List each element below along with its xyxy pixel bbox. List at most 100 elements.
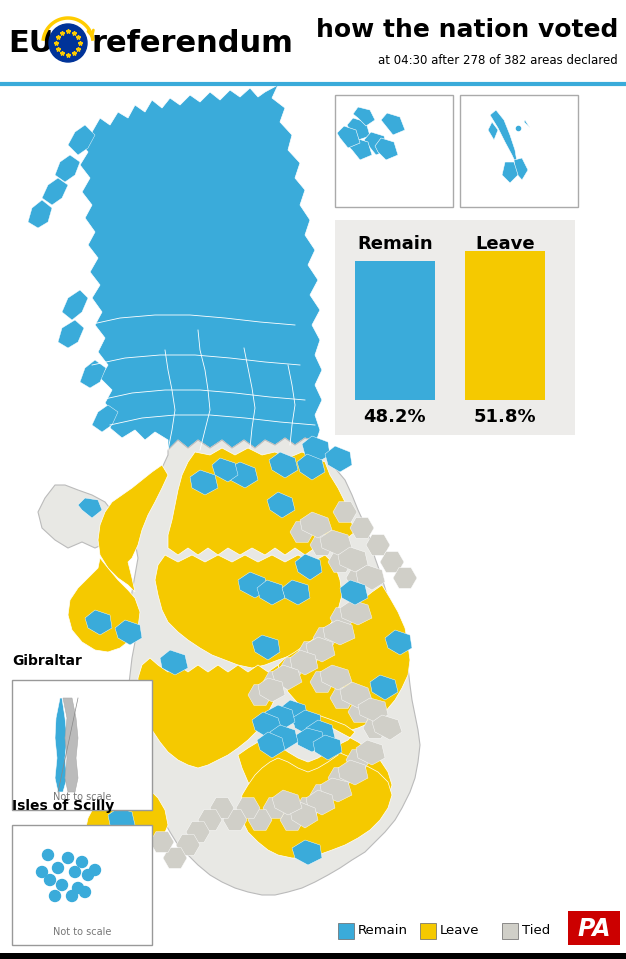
- Polygon shape: [290, 522, 314, 543]
- Polygon shape: [296, 798, 320, 818]
- Polygon shape: [524, 120, 530, 128]
- Circle shape: [80, 886, 91, 898]
- Polygon shape: [78, 498, 102, 518]
- Polygon shape: [385, 630, 412, 655]
- Polygon shape: [280, 700, 308, 725]
- Polygon shape: [210, 798, 234, 818]
- Polygon shape: [258, 678, 285, 702]
- Circle shape: [56, 879, 68, 891]
- Polygon shape: [514, 158, 528, 180]
- Circle shape: [43, 850, 53, 860]
- Polygon shape: [38, 485, 118, 548]
- Text: Remain: Remain: [358, 924, 408, 938]
- Polygon shape: [163, 848, 187, 869]
- Polygon shape: [150, 831, 174, 853]
- Polygon shape: [290, 650, 318, 675]
- Polygon shape: [292, 840, 322, 865]
- Polygon shape: [278, 585, 410, 732]
- Polygon shape: [490, 110, 518, 168]
- Polygon shape: [240, 752, 392, 858]
- Bar: [12, 680, 152, 810]
- Polygon shape: [257, 732, 285, 758]
- Text: Leave: Leave: [440, 924, 480, 938]
- Polygon shape: [325, 446, 352, 472]
- Bar: [0, 0, 626, 84]
- Circle shape: [76, 856, 88, 868]
- Polygon shape: [306, 720, 335, 745]
- Polygon shape: [55, 155, 80, 182]
- Polygon shape: [176, 834, 200, 855]
- Polygon shape: [198, 809, 222, 830]
- Polygon shape: [85, 610, 112, 635]
- Bar: [0, 953, 626, 959]
- Polygon shape: [267, 492, 295, 518]
- Polygon shape: [306, 637, 335, 662]
- Bar: [335, 95, 453, 207]
- Polygon shape: [488, 122, 498, 140]
- Polygon shape: [252, 712, 282, 738]
- Polygon shape: [68, 558, 140, 652]
- Polygon shape: [290, 802, 318, 828]
- Polygon shape: [115, 620, 142, 645]
- Polygon shape: [58, 320, 84, 348]
- Polygon shape: [128, 438, 420, 895]
- Polygon shape: [272, 665, 302, 690]
- Bar: [460, 95, 578, 207]
- Circle shape: [49, 891, 61, 901]
- Polygon shape: [337, 126, 360, 148]
- Polygon shape: [248, 685, 272, 706]
- Bar: [420, 923, 436, 939]
- Text: Gibraltar: Gibraltar: [12, 654, 82, 668]
- Polygon shape: [347, 118, 370, 140]
- Polygon shape: [248, 809, 272, 830]
- Circle shape: [73, 882, 83, 894]
- Polygon shape: [62, 290, 88, 320]
- Polygon shape: [108, 808, 135, 832]
- Polygon shape: [42, 178, 68, 205]
- Polygon shape: [212, 458, 238, 482]
- Polygon shape: [393, 568, 417, 589]
- Polygon shape: [340, 600, 372, 625]
- Polygon shape: [28, 200, 52, 228]
- Polygon shape: [282, 580, 310, 605]
- Polygon shape: [295, 554, 322, 580]
- Polygon shape: [313, 735, 342, 760]
- Text: 48.2%: 48.2%: [364, 408, 426, 426]
- Polygon shape: [502, 162, 518, 183]
- Polygon shape: [338, 760, 368, 785]
- Polygon shape: [356, 565, 385, 590]
- Polygon shape: [310, 671, 334, 692]
- Polygon shape: [320, 778, 352, 802]
- Polygon shape: [269, 452, 298, 478]
- Polygon shape: [280, 658, 304, 678]
- Polygon shape: [364, 132, 388, 155]
- Polygon shape: [168, 448, 355, 555]
- Polygon shape: [55, 698, 67, 792]
- Text: Not to scale: Not to scale: [53, 927, 111, 937]
- Polygon shape: [310, 534, 334, 555]
- Polygon shape: [78, 85, 322, 450]
- Polygon shape: [160, 650, 188, 675]
- Polygon shape: [68, 125, 95, 155]
- Polygon shape: [340, 580, 368, 605]
- Polygon shape: [265, 705, 295, 730]
- Text: 51.8%: 51.8%: [474, 408, 536, 426]
- Polygon shape: [155, 555, 342, 668]
- Polygon shape: [223, 809, 247, 830]
- Polygon shape: [381, 113, 405, 135]
- Polygon shape: [263, 671, 287, 692]
- Text: referendum: referendum: [91, 29, 293, 58]
- Bar: [335, 220, 575, 435]
- Polygon shape: [300, 512, 332, 538]
- Polygon shape: [280, 809, 304, 830]
- Polygon shape: [138, 658, 282, 768]
- Polygon shape: [370, 675, 398, 700]
- Circle shape: [83, 870, 93, 880]
- Polygon shape: [298, 642, 322, 663]
- Polygon shape: [263, 798, 287, 818]
- Polygon shape: [356, 740, 385, 765]
- Polygon shape: [372, 715, 402, 740]
- Polygon shape: [63, 698, 78, 792]
- Polygon shape: [366, 534, 390, 555]
- Polygon shape: [257, 580, 285, 605]
